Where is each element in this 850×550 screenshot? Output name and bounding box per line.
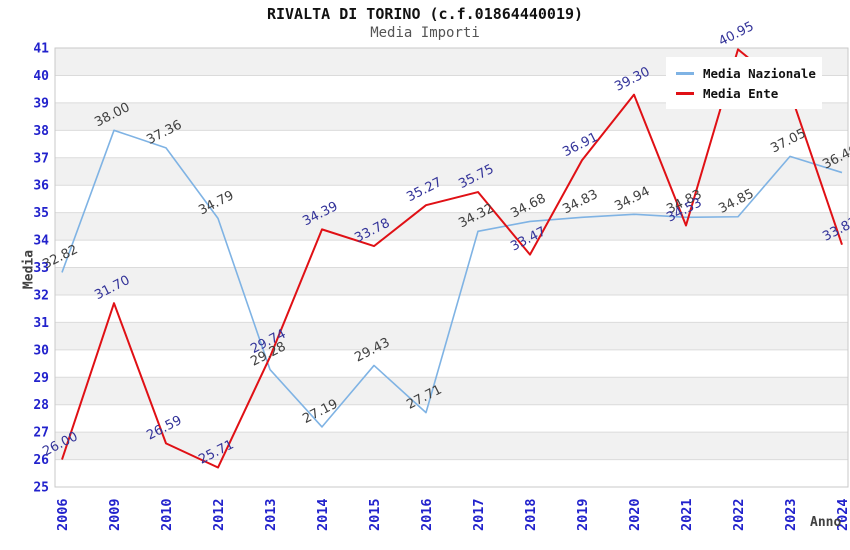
media-nazionale-line-swatch-icon (676, 71, 694, 75)
x-tick-label: 2021 (679, 498, 695, 531)
y-tick-label: 41 (33, 42, 49, 57)
y-tick-label: 27 (33, 426, 49, 441)
plot-stripe (55, 432, 848, 460)
series-line-media-nazionale (61, 129, 843, 428)
legend-item-media-ente: Media Ente (676, 83, 822, 103)
y-axis-title: Media (21, 249, 37, 290)
x-tick-label: 2009 (107, 498, 123, 531)
y-tick-label: 25 (33, 481, 49, 496)
y-tick-label: 32 (33, 288, 49, 303)
y-tick-label: 31 (33, 316, 49, 331)
legend-label-media-ente: Media Ente (703, 85, 779, 101)
legend-label-media-nazionale: Media Nazionale (703, 65, 816, 81)
x-tick-label: 2016 (419, 498, 435, 531)
y-tick-label: 29 (33, 371, 49, 386)
x-tick-label: 2006 (55, 498, 71, 531)
y-tick-label: 38 (33, 124, 49, 139)
x-tick-label: 2024 (835, 498, 850, 531)
x-tick-label: 2013 (263, 498, 279, 531)
media-ente-line-swatch-icon (676, 91, 694, 95)
chart-title: RIVALTA DI TORINO (c.f.01864440019) (266, 5, 584, 23)
x-tick-label: 2014 (315, 498, 331, 531)
chart-subtitle: Media Importi (370, 25, 480, 41)
x-tick-label: 2017 (471, 498, 487, 531)
y-tick-label: 39 (33, 96, 49, 111)
value-label-media-ente: 36.91 (560, 130, 600, 160)
value-label-media-ente: 40.95 (716, 19, 756, 49)
x-tick-label: 2019 (575, 498, 591, 531)
x-tick-label: 2023 (783, 498, 799, 531)
plot-stripe (55, 267, 848, 295)
y-tick-label: 30 (33, 343, 49, 358)
x-tick-label: 2010 (159, 498, 175, 531)
x-tick-label: 2020 (627, 498, 643, 531)
y-tick-label: 36 (33, 179, 49, 194)
y-tick-label: 37 (33, 151, 49, 166)
y-tick-label: 35 (33, 206, 49, 221)
legend-item-media-nazionale: Media Nazionale (676, 63, 822, 83)
x-tick-label: 2022 (731, 498, 747, 531)
legend: Media Nazionale Media Ente (666, 57, 822, 109)
series-line-media-ente (61, 48, 843, 469)
plot-border (54, 47, 849, 488)
x-tick-label: 2018 (523, 498, 539, 531)
y-tick-label: 33 (33, 261, 49, 276)
plot-stripe (55, 377, 848, 405)
value-label-media-nazionale: 34.94 (612, 184, 652, 214)
y-tick-label: 28 (33, 398, 49, 413)
y-tick-label: 40 (33, 69, 49, 84)
x-tick-label: 2012 (211, 498, 227, 531)
y-tick-label: 34 (33, 234, 49, 249)
x-axis-title: Anno (810, 515, 842, 530)
x-tick-label: 2015 (367, 498, 383, 531)
y-tick-label: 26 (33, 453, 49, 468)
plot-stripe (55, 322, 848, 350)
plot-stripe (55, 157, 848, 186)
